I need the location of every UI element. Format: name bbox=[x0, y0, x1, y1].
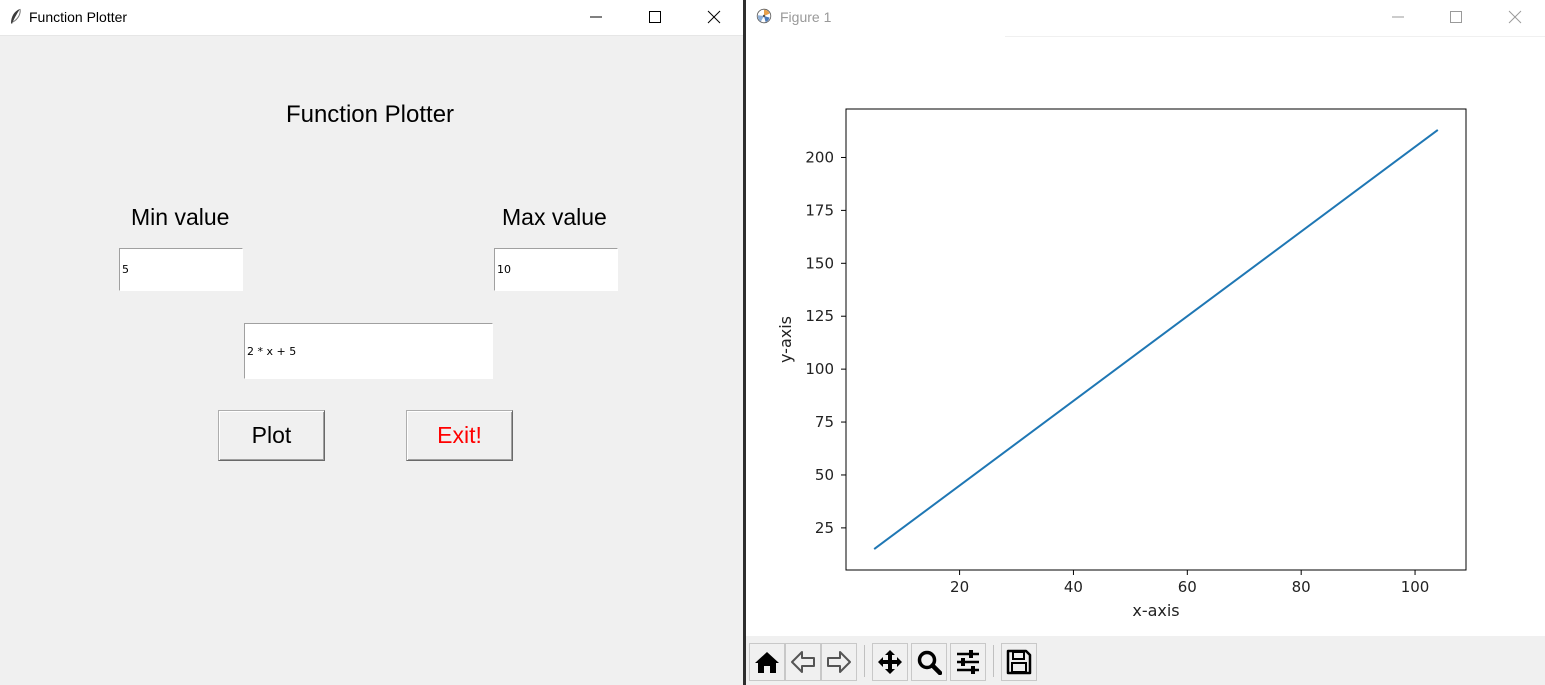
y-tick-label: 75 bbox=[815, 413, 834, 431]
min-value-label: Min value bbox=[131, 204, 230, 230]
forward-button[interactable] bbox=[821, 643, 857, 681]
title-separator bbox=[1005, 36, 1545, 37]
y-tick-label: 125 bbox=[805, 307, 834, 325]
save-icon bbox=[1006, 649, 1032, 675]
app-heading: Function Plotter bbox=[285, 101, 455, 128]
max-value-label: Max value bbox=[502, 204, 607, 230]
x-tick-label: 60 bbox=[1178, 578, 1197, 596]
x-tick-label: 80 bbox=[1292, 578, 1311, 596]
max-value-input[interactable] bbox=[494, 248, 618, 291]
exit-button[interactable]: Exit! bbox=[406, 410, 513, 461]
minimize-icon bbox=[590, 16, 602, 18]
title-bar[interactable]: Function Plotter bbox=[0, 0, 744, 36]
maximize-button[interactable] bbox=[626, 0, 684, 34]
back-arrow-icon bbox=[791, 651, 815, 673]
navigation-toolbar bbox=[746, 636, 1545, 685]
back-button[interactable] bbox=[785, 643, 821, 681]
configure-subplots-icon bbox=[957, 650, 979, 674]
close-button[interactable] bbox=[685, 0, 743, 34]
matplotlib-icon bbox=[756, 8, 772, 24]
figure-maximize-button[interactable] bbox=[1427, 0, 1485, 34]
y-tick-label: 175 bbox=[805, 201, 834, 219]
window-title: Function Plotter bbox=[29, 9, 128, 25]
y-tick-label: 100 bbox=[805, 360, 834, 378]
axes-frame bbox=[845, 108, 1467, 571]
maximize-icon bbox=[1450, 11, 1462, 23]
home-button[interactable] bbox=[749, 643, 785, 681]
zoom-icon bbox=[917, 650, 942, 675]
figure-close-button[interactable] bbox=[1486, 0, 1544, 34]
toolbar-separator bbox=[864, 645, 865, 677]
forward-arrow-icon bbox=[827, 651, 851, 673]
configure-subplots-button[interactable] bbox=[950, 643, 986, 681]
feather-icon bbox=[11, 8, 21, 24]
home-icon bbox=[755, 652, 779, 673]
pan-icon bbox=[878, 650, 902, 674]
min-value-input[interactable] bbox=[119, 248, 243, 291]
y-tick-label: 25 bbox=[815, 519, 834, 537]
figure-title: Figure 1 bbox=[780, 9, 832, 25]
toolbar-separator bbox=[993, 645, 994, 677]
figure-window: Figure 1 20 40 60 80 100 25 50 75 100 125 150 175 20… bbox=[746, 0, 1545, 685]
close-icon bbox=[707, 10, 721, 24]
function-plotter-window: Function Plotter Function Plotter Min va… bbox=[0, 0, 744, 685]
plot-canvas[interactable]: 20 40 60 80 100 25 50 75 100 125 150 175 200 x-axis y-… bbox=[746, 37, 1545, 636]
y-axis-label: y-axis bbox=[776, 316, 795, 363]
pan-button[interactable] bbox=[872, 643, 908, 681]
series-line bbox=[873, 129, 1439, 550]
save-button[interactable] bbox=[1001, 643, 1037, 681]
zoom-button[interactable] bbox=[911, 643, 947, 681]
x-axis-label: x-axis bbox=[1132, 601, 1179, 620]
plot-button[interactable]: Plot bbox=[218, 410, 325, 461]
y-tick-label: 150 bbox=[805, 254, 834, 272]
minimize-button[interactable] bbox=[567, 0, 625, 34]
minimize-icon bbox=[1392, 16, 1404, 18]
x-tick-label: 40 bbox=[1064, 578, 1083, 596]
figure-minimize-button[interactable] bbox=[1369, 0, 1427, 34]
maximize-icon bbox=[649, 11, 661, 23]
y-tick-label: 200 bbox=[805, 148, 834, 166]
y-tick-label: 50 bbox=[815, 466, 834, 484]
function-input[interactable] bbox=[244, 323, 493, 379]
figure-title-bar[interactable]: Figure 1 bbox=[746, 0, 1545, 36]
window-divider bbox=[743, 0, 746, 685]
x-tick-label: 20 bbox=[950, 578, 969, 596]
x-tick-label: 100 bbox=[1401, 578, 1430, 596]
close-icon bbox=[1508, 10, 1522, 24]
